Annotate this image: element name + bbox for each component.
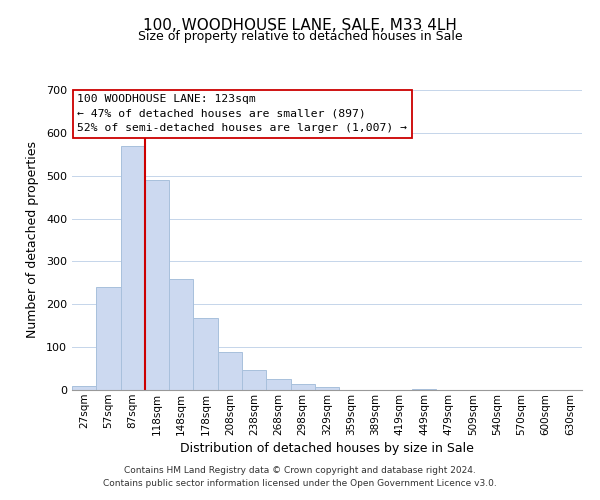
Text: 100 WOODHOUSE LANE: 123sqm
← 47% of detached houses are smaller (897)
52% of sem: 100 WOODHOUSE LANE: 123sqm ← 47% of deta… xyxy=(77,94,407,134)
Text: Contains HM Land Registry data © Crown copyright and database right 2024.
Contai: Contains HM Land Registry data © Crown c… xyxy=(103,466,497,487)
Text: Size of property relative to detached houses in Sale: Size of property relative to detached ho… xyxy=(137,30,463,43)
Bar xyxy=(315,386,339,390)
Text: 100, WOODHOUSE LANE, SALE, M33 4LH: 100, WOODHOUSE LANE, SALE, M33 4LH xyxy=(143,18,457,32)
Y-axis label: Number of detached properties: Number of detached properties xyxy=(26,142,39,338)
Bar xyxy=(412,388,436,390)
Bar xyxy=(145,180,169,390)
Bar xyxy=(72,386,96,390)
Bar xyxy=(96,287,121,390)
Bar xyxy=(242,370,266,390)
Bar xyxy=(169,280,193,390)
Bar xyxy=(218,352,242,390)
Bar xyxy=(266,379,290,390)
X-axis label: Distribution of detached houses by size in Sale: Distribution of detached houses by size … xyxy=(180,442,474,455)
Bar xyxy=(121,146,145,390)
Bar xyxy=(193,318,218,390)
Bar xyxy=(290,384,315,390)
